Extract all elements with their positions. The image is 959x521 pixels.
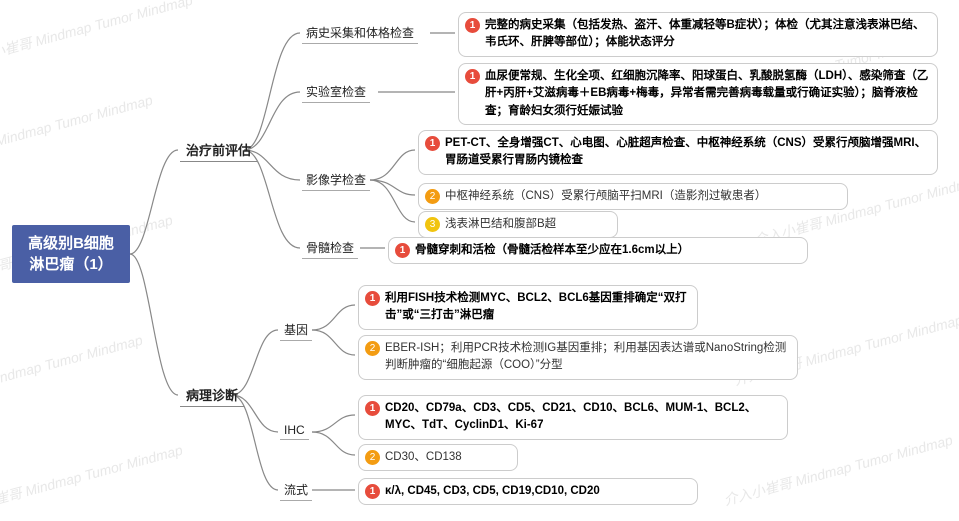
leaf-imaging-3: 3 浅表淋巴结和腹部B超 — [418, 211, 618, 238]
sub-imaging: 影像学检查 — [302, 171, 370, 191]
leaf-text: 利用FISH技术检测MYC、BCL2、BCL6基因重排确定“双打击”或“三打击”… — [385, 290, 689, 325]
badge-icon: 1 — [465, 18, 480, 33]
badge-icon: 1 — [465, 69, 480, 84]
sub-history-exam: 病史采集和体格检查 — [302, 24, 418, 44]
mindmap-canvas: 高级别B细胞淋巴瘤（1） 治疗前评估 病理诊断 病史采集和体格检查 实验室检查 … — [0, 0, 959, 521]
leaf-text: CD30、CD138 — [385, 449, 462, 466]
leaf-text: 浅表淋巴结和腹部B超 — [445, 216, 556, 233]
leaf-imaging-2: 2 中枢神经系统（CNS）受累行颅脑平扫MRI（造影剂过敏患者） — [418, 183, 848, 210]
sub-marrow: 骨髓检查 — [302, 239, 358, 259]
badge-icon: 1 — [365, 401, 380, 416]
badge-icon: 2 — [365, 450, 380, 465]
leaf-gene-2: 2 EBER-ISH；利用PCR技术检测IG基因重排；利用基因表达谱或NanoS… — [358, 335, 798, 380]
leaf-imaging-1: 1 PET-CT、全身增强CT、心电图、心脏超声检查、中枢神经系统（CNS）受累… — [418, 130, 938, 175]
badge-icon: 2 — [365, 341, 380, 356]
leaf-text: κ/λ, CD45, CD3, CD5, CD19,CD10, CD20 — [385, 483, 600, 500]
leaf-text: 骨髓穿刺和活检（骨髓活检样本至少应在1.6cm以上） — [415, 242, 689, 259]
branch-pretreatment: 治疗前评估 — [180, 140, 257, 162]
leaf-gene-1: 1 利用FISH技术检测MYC、BCL2、BCL6基因重排确定“双打击”或“三打… — [358, 285, 698, 330]
badge-icon: 1 — [425, 136, 440, 151]
leaf-marrow: 1 骨髓穿刺和活检（骨髓活检样本至少应在1.6cm以上） — [388, 237, 808, 264]
badge-icon: 1 — [365, 291, 380, 306]
leaf-history: 1 完整的病史采集（包括发热、盗汗、体重减轻等B症状）；体检（尤其注意浅表淋巴结… — [458, 12, 938, 57]
leaf-ihc-2: 2 CD30、CD138 — [358, 444, 518, 471]
branch-pathology: 病理诊断 — [180, 385, 244, 407]
sub-flow: 流式 — [280, 481, 312, 501]
badge-icon: 1 — [395, 243, 410, 258]
leaf-lab: 1 血尿便常规、生化全项、红细胞沉降率、阳球蛋白、乳酸脱氢酶（LDH）、感染筛查… — [458, 63, 938, 125]
leaf-text: 完整的病史采集（包括发热、盗汗、体重减轻等B症状）；体检（尤其注意浅表淋巴结、韦… — [485, 17, 929, 52]
badge-icon: 1 — [365, 484, 380, 499]
leaf-ihc-1: 1 CD20、CD79a、CD3、CD5、CD21、CD10、BCL6、MUM-… — [358, 395, 788, 440]
sub-gene: 基因 — [280, 321, 312, 341]
badge-icon: 2 — [425, 189, 440, 204]
leaf-flow: 1 κ/λ, CD45, CD3, CD5, CD19,CD10, CD20 — [358, 478, 698, 505]
sub-ihc: IHC — [280, 423, 309, 440]
sub-lab: 实验室检查 — [302, 83, 370, 103]
leaf-text: CD20、CD79a、CD3、CD5、CD21、CD10、BCL6、MUM-1、… — [385, 400, 779, 435]
root-node: 高级别B细胞淋巴瘤（1） — [12, 225, 130, 283]
leaf-text: PET-CT、全身增强CT、心电图、心脏超声检查、中枢神经系统（CNS）受累行颅… — [445, 135, 929, 170]
leaf-text: EBER-ISH；利用PCR技术检测IG基因重排；利用基因表达谱或NanoStr… — [385, 340, 789, 375]
badge-icon: 3 — [425, 217, 440, 232]
leaf-text: 血尿便常规、生化全项、红细胞沉降率、阳球蛋白、乳酸脱氢酶（LDH）、感染筛查（乙… — [485, 68, 929, 120]
leaf-text: 中枢神经系统（CNS）受累行颅脑平扫MRI（造影剂过敏患者） — [445, 188, 766, 205]
